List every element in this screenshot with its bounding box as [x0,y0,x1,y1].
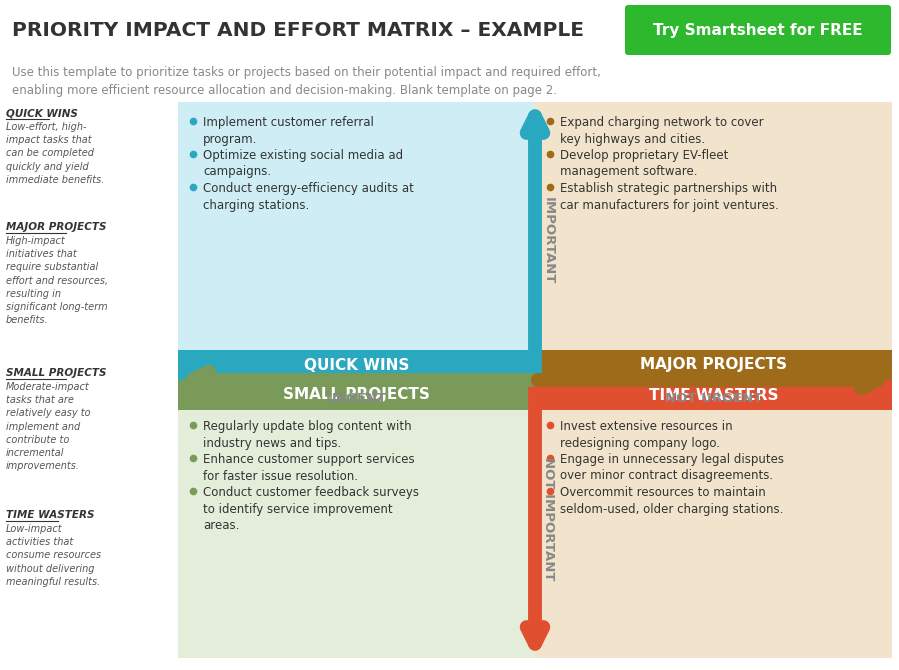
FancyBboxPatch shape [625,5,891,55]
Text: Invest extensive resources in
redesigning company logo.: Invest extensive resources in redesignin… [560,420,733,450]
Text: TIME WASTERS: TIME WASTERS [649,387,779,403]
Text: QUICK WINS: QUICK WINS [6,108,78,118]
Text: TIME WASTERS: TIME WASTERS [6,510,94,520]
Text: Low-impact
activities that
consume resources
without delivering
meaningful resul: Low-impact activities that consume resou… [6,524,101,587]
Text: Low-effort, high-
impact tasks that
can be completed
quickly and yield
immediate: Low-effort, high- impact tasks that can … [6,122,104,185]
Text: Try Smartsheet for FREE: Try Smartsheet for FREE [654,23,863,38]
Text: Enhance customer support services
for faster issue resolution.: Enhance customer support services for fa… [203,453,414,482]
Text: Implement customer referral
program.: Implement customer referral program. [203,116,374,145]
Text: High-impact
initiatives that
require substantial
effort and resources,
resulting: High-impact initiatives that require sub… [6,236,108,325]
Text: NOT IMPORTANT: NOT IMPORTANT [542,457,555,581]
Text: SMALL PROJECTS: SMALL PROJECTS [283,387,430,403]
Text: QUICK WINS: QUICK WINS [304,358,409,373]
Text: Regularly update blog content with
industry news and tips.: Regularly update blog content with indus… [203,420,412,450]
Text: IMPORTANT: IMPORTANT [542,197,555,285]
Text: Conduct customer feedback surveys
to identify service improvement
areas.: Conduct customer feedback surveys to ide… [203,486,419,532]
Text: Develop proprietary EV-fleet
management software.: Develop proprietary EV-fleet management … [560,149,728,178]
Text: PRIORITY IMPACT AND EFFORT MATRIX – EXAMPLE: PRIORITY IMPACT AND EFFORT MATRIX – EXAM… [12,21,584,40]
Text: SMALL PROJECTS: SMALL PROJECTS [6,368,106,378]
Text: MAJOR PROJECTS: MAJOR PROJECTS [6,222,106,232]
Text: Optimize existing social media ad
campaigns.: Optimize existing social media ad campai… [203,149,403,178]
Bar [178,380,535,410]
Text: Overcommit resources to maintain
seldom-used, older charging stations.: Overcommit resources to maintain seldom-… [560,486,783,515]
Text: Use this template to prioritize tasks or projects based on their potential impac: Use this template to prioritize tasks or… [12,66,601,97]
Text: Moderate-impact
tasks that are
relatively easy to
implement and
contribute to
in: Moderate-impact tasks that are relativel… [6,382,91,471]
Bar [535,380,892,658]
Bar [178,350,535,380]
Bar [535,380,892,410]
Text: Engage in unnecessary legal disputes
over minor contract disagreements.: Engage in unnecessary legal disputes ove… [560,453,784,482]
Bar [535,102,892,380]
Text: Establish strategic partnerships with
car manufacturers for joint ventures.: Establish strategic partnerships with ca… [560,182,779,212]
Bar [535,350,892,380]
Text: Conduct energy-efficiency audits at
charging stations.: Conduct energy-efficiency audits at char… [203,182,414,212]
Text: NOT URGENT: NOT URGENT [665,392,762,405]
Text: URGENT: URGENT [325,392,387,405]
Text: Expand charging network to cover
key highways and cities.: Expand charging network to cover key hig… [560,116,763,145]
Bar [178,380,535,658]
Text: MAJOR PROJECTS: MAJOR PROJECTS [640,358,787,373]
Bar [178,102,535,380]
